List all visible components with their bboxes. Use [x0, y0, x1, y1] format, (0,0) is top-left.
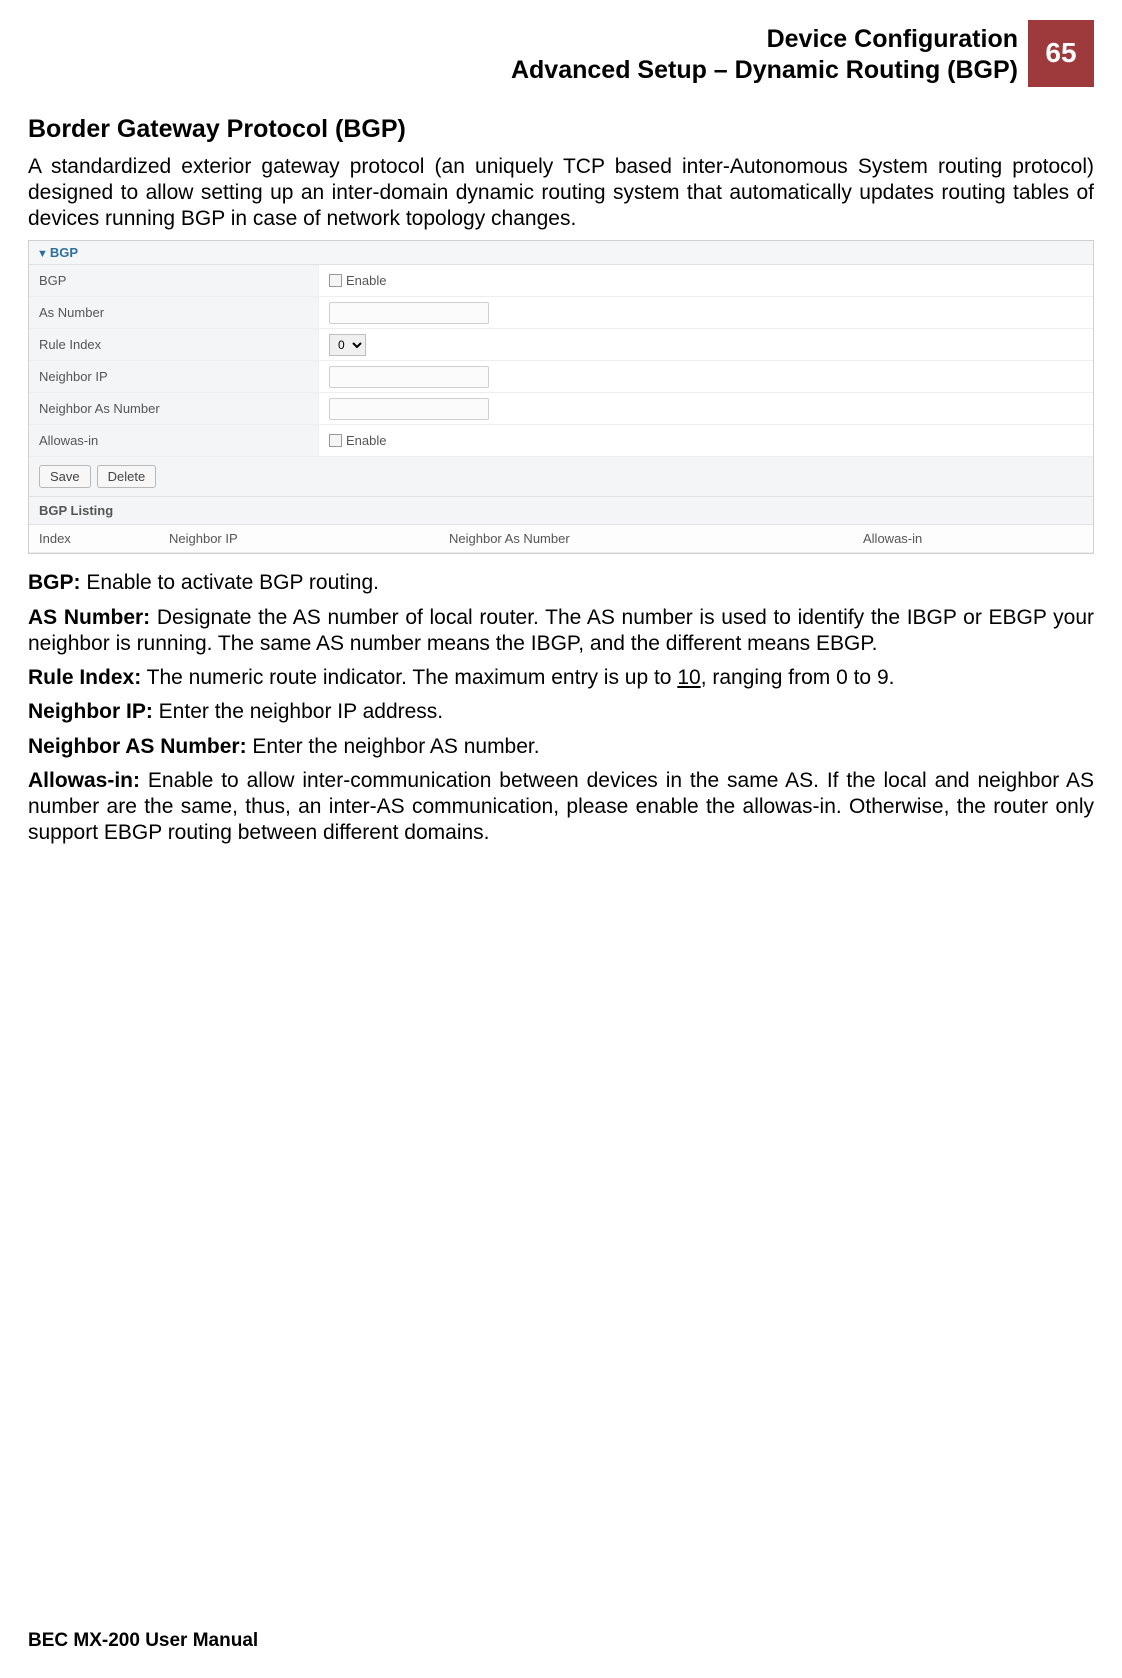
checkbox-allowas-enable[interactable] — [329, 434, 342, 447]
desc-as-label: AS Number: — [28, 606, 150, 629]
label-neighbor-as: Neighbor As Number — [29, 393, 319, 424]
label-rule-index: Rule Index — [29, 329, 319, 360]
listing-title: BGP Listing — [29, 497, 1093, 525]
row-neighbor-ip: Neighbor IP — [29, 361, 1093, 393]
desc-ri-underlined: 10 — [677, 666, 700, 689]
collapse-icon: ▼ — [37, 248, 48, 260]
save-button[interactable]: Save — [39, 465, 91, 488]
input-neighbor-as[interactable] — [329, 398, 489, 420]
desc-as-number: AS Number: Designate the AS number of lo… — [28, 605, 1094, 658]
col-index: Index — [29, 525, 159, 552]
desc-bgp: BGP: Enable to activate BGP routing. — [28, 570, 1094, 596]
page-header: Device Configuration Advanced Setup – Dy… — [28, 20, 1094, 87]
desc-allowas-label: Allowas-in: — [28, 769, 140, 792]
desc-ri-after: , ranging from 0 to 9. — [701, 666, 895, 689]
label-bgp: BGP — [29, 265, 319, 296]
header-line1: Device Configuration — [511, 24, 1018, 55]
row-bgp: BGP Enable — [29, 265, 1093, 297]
page-number: 65 — [1028, 20, 1094, 87]
footer: BEC MX-200 User Manual — [28, 1630, 258, 1652]
desc-allowas-text: Enable to allow inter-communication betw… — [28, 769, 1094, 845]
desc-ri-label: Rule Index: — [28, 666, 141, 689]
desc-neighbor-as: Neighbor AS Number: Enter the neighbor A… — [28, 734, 1094, 760]
checkbox-bgp-enable[interactable] — [329, 274, 342, 287]
checkbox-bgp-label: Enable — [346, 273, 386, 288]
desc-nas-label: Neighbor AS Number: — [28, 735, 247, 758]
desc-bgp-text: Enable to activate BGP routing. — [81, 571, 379, 594]
intro-paragraph: A standardized exterior gateway protocol… — [28, 154, 1094, 233]
checkbox-allowas-label: Enable — [346, 433, 386, 448]
input-as-number[interactable] — [329, 302, 489, 324]
desc-ri-before: The numeric route indicator. The maximum… — [141, 666, 677, 689]
select-rule-index[interactable]: 0 — [329, 334, 366, 356]
row-rule-index: Rule Index 0 — [29, 329, 1093, 361]
desc-bgp-label: BGP: — [28, 571, 81, 594]
panel-title: ▼BGP — [29, 241, 1093, 265]
button-row: Save Delete — [29, 457, 1093, 497]
bgp-config-screenshot: ▼BGP BGP Enable As Number Rule Index 0 N… — [28, 240, 1094, 554]
panel-title-text: BGP — [50, 245, 78, 260]
section-title: Border Gateway Protocol (BGP) — [28, 115, 1094, 144]
field-descriptions: BGP: Enable to activate BGP routing. AS … — [28, 570, 1094, 846]
header-title-block: Device Configuration Advanced Setup – Dy… — [511, 20, 1028, 87]
row-neighbor-as: Neighbor As Number — [29, 393, 1093, 425]
col-allowas: Allowas-in — [853, 525, 1093, 552]
desc-nip-text: Enter the neighbor IP address. — [153, 700, 443, 723]
desc-rule-index: Rule Index: The numeric route indicator.… — [28, 665, 1094, 691]
label-neighbor-ip: Neighbor IP — [29, 361, 319, 392]
desc-nas-text: Enter the neighbor AS number. — [247, 735, 540, 758]
listing-header: Index Neighbor IP Neighbor As Number All… — [29, 525, 1093, 553]
label-allowas: Allowas-in — [29, 425, 319, 456]
input-neighbor-ip[interactable] — [329, 366, 489, 388]
col-neighbor-ip: Neighbor IP — [159, 525, 439, 552]
desc-as-text: Designate the AS number of local router.… — [28, 606, 1094, 655]
row-allowas: Allowas-in Enable — [29, 425, 1093, 457]
label-as-number: As Number — [29, 297, 319, 328]
desc-nip-label: Neighbor IP: — [28, 700, 153, 723]
header-line2: Advanced Setup – Dynamic Routing (BGP) — [511, 55, 1018, 86]
delete-button[interactable]: Delete — [97, 465, 157, 488]
desc-allowas: Allowas-in: Enable to allow inter-commun… — [28, 768, 1094, 847]
row-as-number: As Number — [29, 297, 1093, 329]
desc-neighbor-ip: Neighbor IP: Enter the neighbor IP addre… — [28, 699, 1094, 725]
col-neighbor-as: Neighbor As Number — [439, 525, 853, 552]
